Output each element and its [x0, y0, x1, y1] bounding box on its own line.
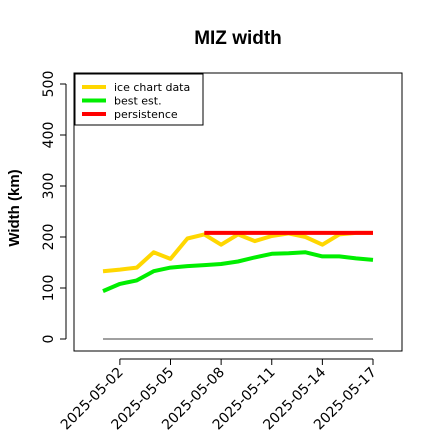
y-tick-label: 300 [41, 173, 57, 200]
y-axis: 0 100 200 300 400 500 [41, 71, 67, 344]
x-axis: 2025-05-022025-05-052025-05-082025-05-11… [58, 358, 380, 433]
legend-box [74, 73, 204, 126]
series-line-ice-chart-data [102, 230, 373, 274]
series-line-best-est [102, 250, 374, 293]
y-tick-label: 500 [41, 71, 57, 98]
legend-label-persistence: persistence [114, 108, 178, 121]
plot-frame [73, 72, 403, 352]
legend-label-ice-chart-data: ice chart data [114, 81, 190, 94]
y-axis-label: Width (km) [6, 169, 23, 246]
series-layer [102, 230, 374, 340]
y-tick-label: 200 [41, 224, 57, 251]
chart-title: MIZ width [194, 28, 282, 49]
y-tick-label: 100 [41, 275, 57, 302]
y-tick-label: 0 [41, 335, 57, 344]
y-tick-label: 400 [41, 122, 57, 149]
legend-label-best-est: best est. [114, 95, 162, 108]
